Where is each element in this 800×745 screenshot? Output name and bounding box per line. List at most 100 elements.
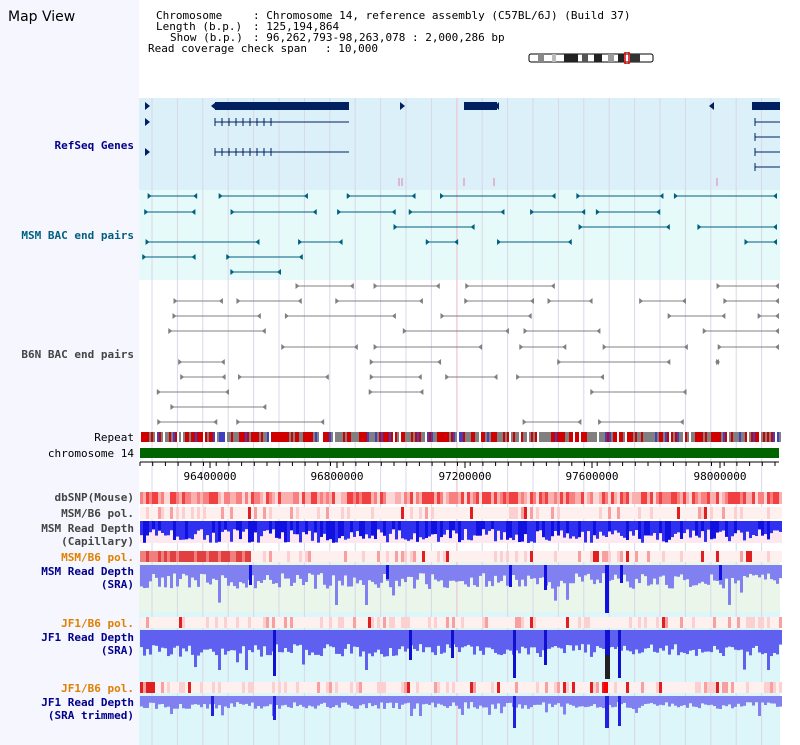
- repeat-block: [453, 432, 455, 442]
- depth-bar: [728, 630, 731, 647]
- track-label-msm-b6-pol-1[interactable]: MSM/B6 pol.: [61, 507, 134, 520]
- depth-bar: [296, 696, 299, 707]
- heat-cell: [524, 492, 527, 504]
- heat-cell: [344, 507, 347, 519]
- heat-cell: [566, 682, 569, 693]
- depth-bar: [191, 565, 194, 578]
- depth-bar: [686, 565, 689, 580]
- depth-bg: [224, 521, 227, 543]
- msm-bac-pair-end: [773, 239, 777, 245]
- depth-bar: [197, 521, 200, 531]
- track-label-msm-depth-capillary[interactable]: MSM Read Depth (Capillary): [41, 522, 134, 548]
- heat-cell: [188, 507, 191, 519]
- repeat-block: [321, 432, 323, 442]
- heat-cell: [221, 492, 224, 504]
- depth-bar: [599, 630, 602, 648]
- depth-bar: [254, 630, 257, 646]
- heat-cell: [638, 507, 641, 519]
- heat-cell: [503, 551, 506, 562]
- heat-cell: [755, 617, 758, 628]
- depth-bar: [587, 696, 590, 707]
- depth-bar: [434, 630, 437, 656]
- heat-cell: [320, 507, 323, 519]
- track-label-jf1-depth-sra[interactable]: JF1 Read Depth (SRA): [41, 631, 134, 657]
- depth-bar: [527, 630, 530, 655]
- depth-bar: [662, 521, 665, 542]
- depth-bar: [365, 696, 368, 709]
- track-label-dbsnp[interactable]: dbSNP(Mouse): [54, 491, 134, 504]
- chromosome-ideogram[interactable]: [528, 52, 656, 64]
- track-label-b6n-bac[interactable]: B6N BAC end pairs: [21, 348, 134, 361]
- repeat-block: [625, 432, 627, 442]
- repeat-block: [555, 432, 557, 442]
- repeat-block: [485, 432, 487, 442]
- repeat-block: [609, 432, 611, 442]
- track-label-msm-b6-pol-2[interactable]: MSM/B6 pol.: [61, 551, 134, 564]
- depth-bar: [449, 696, 452, 706]
- heat-cell: [356, 507, 359, 519]
- chromosome-value: Chromosome 14, reference assembly (C57BL…: [266, 9, 631, 22]
- depth-bar: [164, 565, 167, 588]
- depth-bar: [767, 521, 770, 540]
- depth-bar: [455, 696, 458, 706]
- track-label-jf1-b6-pol-1[interactable]: JF1/B6 pol.: [61, 617, 134, 630]
- heat-cell: [770, 682, 773, 693]
- heat-cell: [500, 682, 503, 693]
- heat-cell: [170, 507, 173, 519]
- repeat-block: [681, 432, 683, 442]
- b6n-bac-pair-end: [775, 344, 779, 350]
- heat-cell: [230, 682, 233, 693]
- track-label-jf1-b6-pol-2[interactable]: JF1/B6 pol.: [61, 682, 134, 695]
- genome-track-canvas[interactable]: 96400000 96800000 97200000 97600000 98000000: [139, 0, 800, 745]
- depth-bar: [560, 696, 563, 707]
- depth-bar: [776, 521, 779, 531]
- depth-bg: [308, 521, 311, 543]
- heat-cell: [773, 682, 776, 693]
- repeat-block: [605, 432, 607, 442]
- heat-cell: [497, 551, 500, 562]
- heat-cell: [560, 492, 563, 504]
- depth-bar: [344, 696, 347, 703]
- depth-bg: [221, 521, 224, 543]
- depth-bar: [257, 696, 260, 707]
- depth-bar: [569, 521, 572, 539]
- heat-cell: [575, 551, 578, 562]
- track-label-msm-bac[interactable]: MSM BAC end pairs: [21, 229, 134, 242]
- track-label-jf1-depth-trimmed[interactable]: JF1 Read Depth (SRA trimmed): [41, 696, 134, 722]
- depth-bar: [212, 565, 215, 579]
- heat-cell: [176, 492, 179, 504]
- heat-cell: [491, 617, 494, 628]
- msm-bac-pair-end: [470, 224, 475, 230]
- depth-bar: [335, 630, 338, 654]
- heat-cell: [233, 682, 236, 693]
- depth-bar: [500, 565, 503, 582]
- heat-cell: [431, 551, 434, 562]
- depth-bar: [641, 696, 644, 706]
- heat-cell: [311, 682, 314, 693]
- depth-bar: [446, 521, 449, 530]
- heat-cell: [296, 551, 299, 562]
- depth-bar: [578, 630, 581, 651]
- heat-cell: [668, 551, 671, 562]
- depth-bar: [158, 630, 161, 652]
- track-label-chromosome[interactable]: chromosome 14: [47, 447, 134, 460]
- depth-bar: [185, 696, 188, 709]
- heat-cell: [524, 617, 527, 628]
- repeat-block: [291, 432, 293, 442]
- heat-cell: [671, 507, 674, 519]
- heat-cell: [152, 507, 155, 519]
- depth-bar: [332, 630, 335, 648]
- heat-cell: [428, 617, 431, 628]
- b6n-bac-pair-end: [681, 298, 686, 304]
- depth-bar: [275, 630, 278, 645]
- depth-bar: [530, 696, 533, 708]
- track-label-repeat[interactable]: Repeat: [94, 431, 134, 444]
- heat-cell: [575, 682, 578, 693]
- track-label-msm-depth-sra[interactable]: MSM Read Depth (SRA): [41, 565, 134, 591]
- heat-cell: [569, 507, 572, 519]
- heat-cell: [275, 507, 278, 519]
- track-label-refseq[interactable]: RefSeq Genes: [54, 139, 134, 152]
- depth-bar: [602, 521, 605, 536]
- msm-bac-pair-end: [298, 239, 303, 245]
- heat-cell: [341, 507, 344, 519]
